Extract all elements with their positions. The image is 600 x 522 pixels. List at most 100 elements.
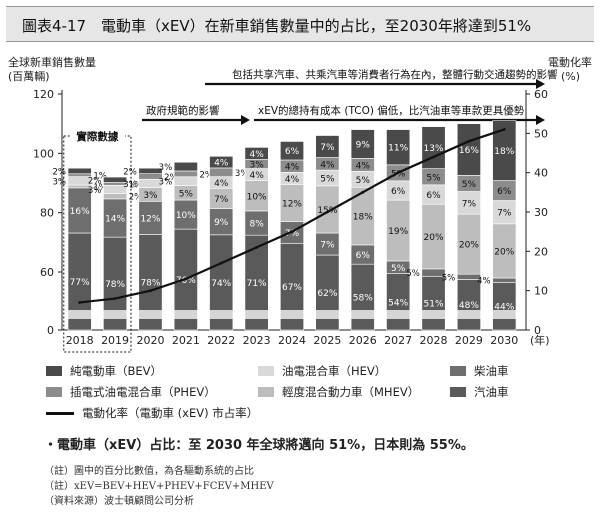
segment-data-label: 12% [140,214,160,224]
x-axis-tick-label: 2028 [420,334,448,347]
segment-data-label: 4% [285,163,300,173]
segment-data-label: 18% [494,147,514,157]
segment-data-label: 7% [320,143,335,153]
segment-data-label: 3% [159,178,173,188]
trend-arrow-label: 包括共享汽車、共乘汽車等消費者行為在內，整體行動交通趨勢的影響 [232,68,558,81]
x-axis-tick-label: 2022 [207,334,235,347]
bar-segment [350,129,375,159]
segment-data-label: 2% [200,170,214,180]
left-axis-tick-label: 120 [33,88,54,101]
axis-break-band [421,310,446,319]
segment-data-label: 78% [140,279,160,289]
x-axis-tick-label: 2020 [136,334,164,347]
segment-data-label: 3% [143,191,158,201]
electrification-rate-point [219,261,223,265]
axis-break-band [174,310,198,319]
segment-data-label: 7% [497,209,512,219]
x-axis-tick-label: 2024 [278,334,306,347]
trend-arrow-head [241,115,250,125]
right-axis-tick-label: 0 [534,324,541,337]
trend-arrow-head [536,115,545,125]
left-axis-unit: (百萬輛) [8,69,50,83]
left-axis-tick-label: 0 [47,324,54,337]
bar-segment [173,170,198,178]
axis-break-band [138,310,163,319]
segment-data-label: 4% [285,175,300,185]
legend-swatch-diesel [450,366,466,376]
segment-data-label: 4% [249,150,264,160]
trend-arrow-label: xEV的總持有成本 (TCO) 偏低，比汽油車等車款更具優勢 [258,104,525,117]
right-axis-tick-label: 60 [534,88,548,101]
legend-label-mhev: 輕度混合動力車（MHEV） [282,385,420,399]
x-axis-tick-label: 2018 [66,334,94,347]
electrification-rate-point [396,171,400,175]
segment-data-label: 16% [70,207,90,217]
bar-segment [456,123,481,176]
segment-data-label: 11% [388,144,408,154]
left-axis-tick-label: 100 [33,147,54,160]
legend-swatch-line [46,412,74,415]
segment-data-label: 16% [459,146,479,156]
actual-data-label-bg [69,128,125,143]
electrification-rate-point [113,297,117,300]
bar-segment [103,176,128,183]
segment-data-label: 5% [320,174,335,184]
legend-label-diesel: 柴油車 [474,364,509,378]
segment-data-label: 5% [179,189,194,199]
segment-data-label: 6% [391,187,406,197]
bar-segment [315,135,340,158]
segment-data-label: 4% [477,277,491,287]
segment-data-label: 4% [214,159,229,169]
x-axis-tick-label: 2027 [384,334,412,347]
segment-data-label: 44% [494,303,514,313]
segment-data-label: 62% [317,289,337,299]
trend-arrow-label: 政府規範的影響 [146,104,220,117]
segment-data-label: 51% [424,300,444,310]
segment-data-label: 4% [249,171,264,181]
segment-data-label: 4% [320,160,335,170]
axis-break-band [68,310,92,319]
segment-data-label: 6% [497,187,512,197]
segment-data-label: 78% [105,280,125,290]
left-axis-title: 全球新車銷售數量 [8,55,96,69]
segment-data-label: 7% [462,199,477,209]
actual-data-label: 實際數據 [76,130,118,143]
electrification-rate-point [184,277,188,281]
axis-break-band [492,310,516,319]
note-percentages: （註）圖中的百分比數值，為各驅動系統的占比 [44,466,254,477]
segment-data-label: 6% [356,251,371,261]
bar-segment [209,167,234,177]
note-source: （資料來源）波士頓顧問公司分析 [44,496,194,507]
bar-segment [386,129,411,166]
segment-data-label: 5% [442,273,456,283]
segment-data-label: 77% [70,278,90,288]
segment-data-label: 54% [388,298,408,308]
legend-swatch-gasoline [450,387,466,397]
left-axis-tick-label: 80 [40,207,54,220]
bar-segment [492,277,517,283]
right-axis-tick-label: 40 [534,167,548,180]
right-axis-title: 電動化率 [548,55,592,69]
legend-swatch-phev [46,387,62,397]
bar-segment [173,161,198,172]
segment-data-label: 1% [129,180,143,190]
segment-data-label: 14% [105,215,125,225]
electrification-rate-point [361,190,365,194]
bar-segment [280,141,304,161]
segment-data-label: 3% [53,177,67,187]
bar-segment [421,126,446,169]
electrification-rate-point [502,128,506,131]
right-axis-unit: (%) [561,70,580,83]
electrification-rate-point [432,155,435,159]
segment-data-label: 58% [353,294,373,304]
x-axis-tick-label: 2019 [101,334,129,347]
segment-data-label: 20% [494,247,514,257]
left-axis-tick-label: 60 [40,266,54,279]
legend-label-line: 電動化率（電動車 (xEV) 市占率） [82,406,259,420]
segment-data-label: 76% [176,276,196,286]
axis-break-band [280,310,304,319]
segment-data-label: 2% [88,176,102,186]
electrification-rate-point [149,289,152,293]
legend-swatch-bev [46,366,62,376]
segment-data-label: 13% [424,144,444,154]
